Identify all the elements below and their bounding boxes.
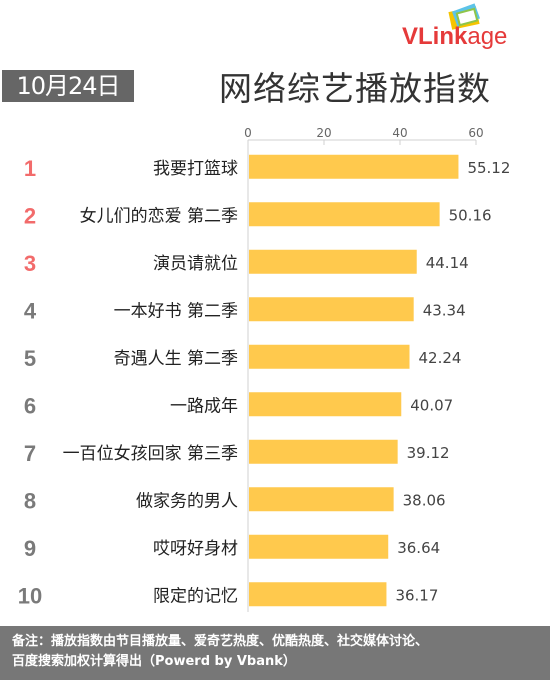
category-label: 一路成年 (170, 396, 238, 416)
category-label: 限定的记忆 (153, 586, 238, 606)
rank-number: 3 (24, 251, 36, 276)
logo-text-age: age (467, 23, 508, 50)
vlinkage-logo: VLinkage (402, 3, 532, 53)
bar (249, 534, 389, 559)
x-tick-label: 40 (392, 126, 407, 140)
footer-line-2: 百度搜索加权计算得出（Powerd by Vbank） (12, 654, 296, 669)
category-label: 做家务的男人 (136, 491, 238, 511)
x-tick-label: 0 (244, 126, 252, 140)
value-label: 39.12 (407, 444, 450, 462)
bar-chart: 0 20 40 60 1 我要打篮球 55.12 2 女儿们的恋爱 第二季 50.16 3 演员请就位… (18, 126, 510, 612)
bar (249, 344, 410, 369)
chart-title: 网络综艺播放指数 (219, 69, 491, 108)
category-label: 女儿们的恋爱 第二季 (80, 205, 238, 226)
bar (249, 487, 394, 512)
logo-text-vl: VL (402, 23, 433, 50)
rank-number: 6 (24, 393, 36, 418)
logo-text: VLinkage (402, 23, 507, 51)
x-tick-label: 20 (316, 126, 331, 140)
rank-number: 1 (24, 156, 36, 181)
value-label: 55.12 (467, 159, 510, 177)
value-label: 43.34 (423, 301, 466, 319)
bar (249, 297, 414, 322)
bar (249, 154, 459, 179)
category-label: 演员请就位 (153, 254, 238, 274)
rank-number: 5 (24, 346, 36, 371)
category-label: 我要打篮球 (153, 159, 238, 179)
bar (249, 392, 402, 417)
category-label: 奇遇人生 第二季 (114, 349, 238, 369)
value-label: 38.06 (403, 491, 446, 509)
value-label: 42.24 (419, 349, 462, 367)
value-label: 36.64 (397, 539, 440, 557)
value-label: 44.14 (426, 254, 469, 272)
category-label: 一百位女孩回家 第三季 (63, 444, 238, 464)
x-tick-label: 60 (468, 126, 483, 140)
category-label: 哎呀好身材 (153, 539, 238, 559)
value-label: 40.07 (410, 396, 453, 414)
footer-note: 备注：播放指数由节目播放量、爱奇艺热度、优酷热度、社交媒体讨论、 百度搜索加权计… (0, 626, 550, 680)
bar (249, 439, 398, 464)
rank-number: 9 (24, 536, 36, 561)
value-label: 36.17 (395, 586, 438, 604)
rank-number: 4 (24, 298, 37, 323)
bar (249, 249, 417, 274)
category-label: 一本好书 第二季 (114, 301, 238, 321)
rank-number: 10 (18, 583, 42, 608)
rank-number: 2 (24, 203, 36, 228)
logo-icon (448, 3, 481, 30)
bar (249, 582, 387, 607)
rank-number: 7 (24, 441, 36, 466)
logo-text-ink: ink (432, 23, 468, 50)
value-label: 50.16 (449, 206, 492, 224)
bar (249, 202, 440, 227)
date-badge: 10月24日 (2, 70, 134, 102)
footer-line-1: 备注：播放指数由节目播放量、爱奇艺热度、优酷热度、社交媒体讨论、 (12, 634, 429, 649)
rank-number: 8 (24, 488, 36, 513)
